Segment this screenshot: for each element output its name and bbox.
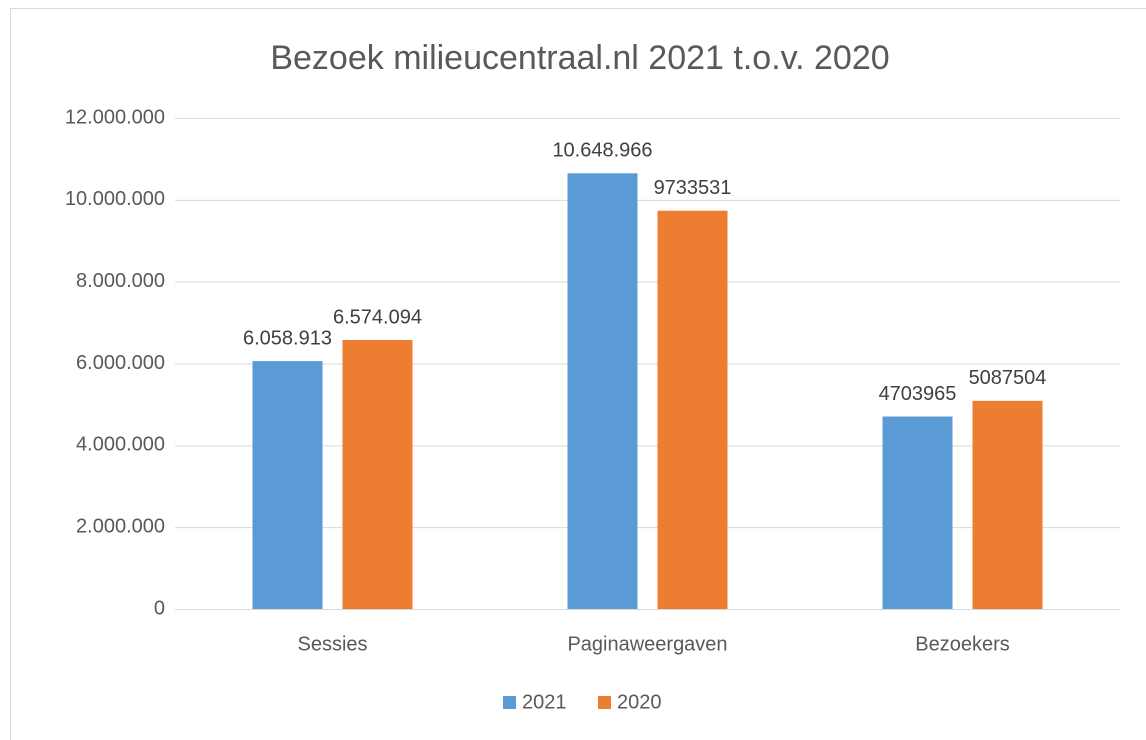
data-label: 6.058.913 [243, 327, 332, 349]
bar [567, 173, 638, 610]
bar [252, 361, 323, 609]
bar [972, 400, 1043, 609]
data-label: 9733531 [654, 177, 732, 199]
y-tick-label: 2.000.000 [76, 515, 165, 537]
legend-label: 2021 [522, 691, 567, 713]
y-tick-label: 0 [154, 597, 165, 619]
bar [882, 416, 953, 609]
legend-label: 2020 [617, 691, 662, 713]
legend-swatch [503, 696, 516, 709]
y-tick-label: 10.000.000 [65, 188, 165, 210]
chart-title: Bezoek milieucentraal.nl 2021 t.o.v. 202… [270, 39, 889, 77]
x-tick-label: Bezoekers [915, 633, 1010, 655]
data-label: 4703965 [879, 383, 957, 405]
y-tick-label: 6.000.000 [76, 352, 165, 374]
x-tick-label: Sessies [297, 633, 367, 655]
bar [342, 340, 413, 609]
y-tick-label: 4.000.000 [76, 434, 165, 456]
bar [657, 210, 728, 609]
y-tick-label: 12.000.000 [65, 106, 165, 128]
data-label: 5087504 [969, 367, 1047, 389]
x-tick-label: Paginaweergaven [567, 633, 727, 655]
y-tick-label: 8.000.000 [76, 270, 165, 292]
data-label: 10.648.966 [552, 140, 652, 162]
legend-swatch [598, 696, 611, 709]
data-label: 6.574.094 [333, 306, 422, 328]
